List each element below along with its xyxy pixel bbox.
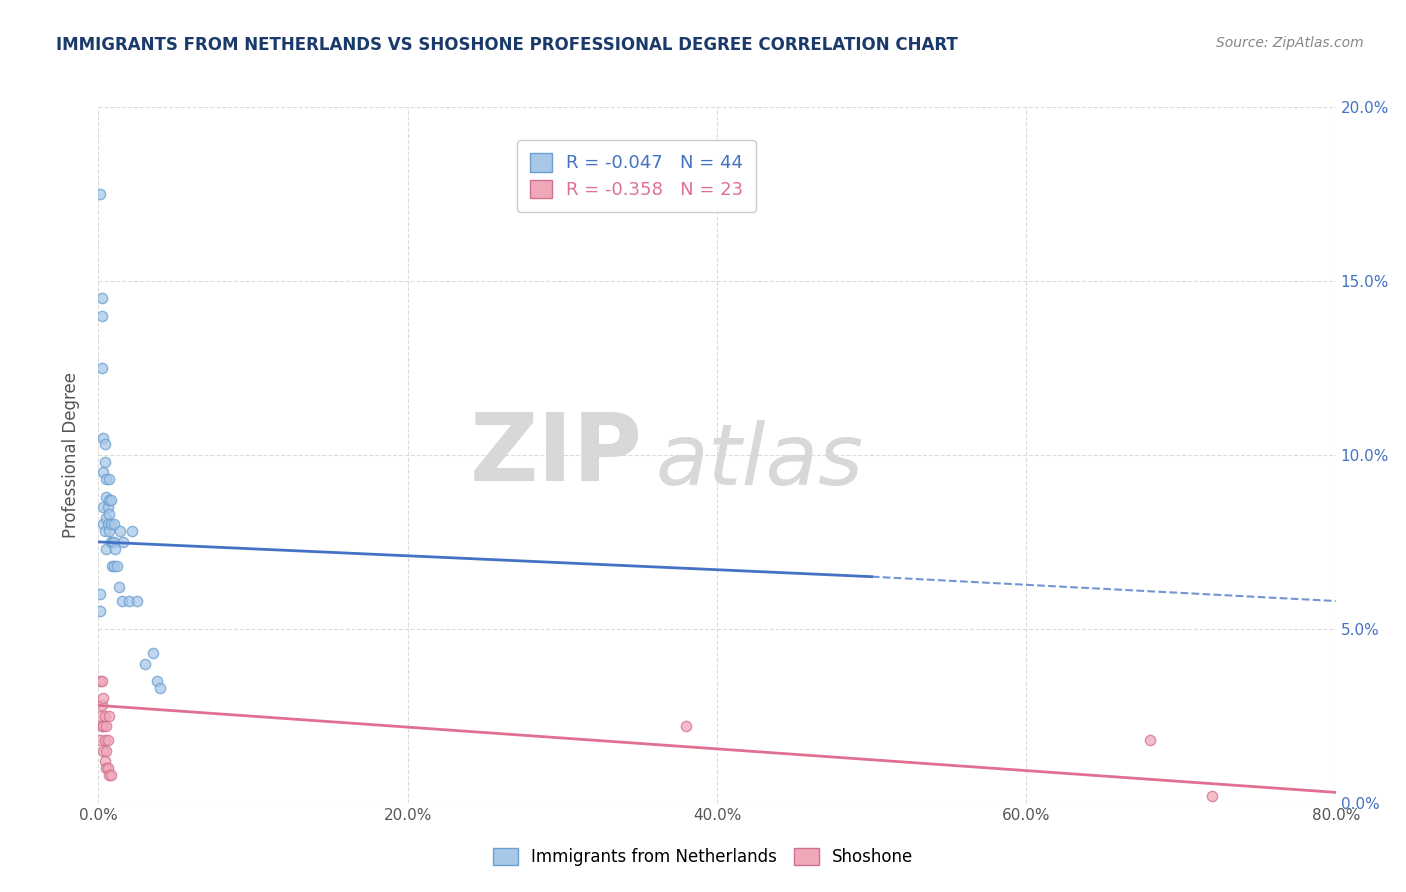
Point xyxy=(107,580,129,594)
Point xyxy=(91,431,114,445)
Point xyxy=(100,534,122,549)
Point xyxy=(149,681,172,695)
Point xyxy=(96,472,118,486)
Point xyxy=(90,674,112,689)
Point xyxy=(93,524,115,539)
Point xyxy=(118,594,141,608)
Point xyxy=(89,733,111,747)
Point xyxy=(101,559,124,574)
Point xyxy=(90,719,112,733)
Point xyxy=(98,472,121,486)
Text: ZIP: ZIP xyxy=(470,409,643,501)
Point xyxy=(89,187,111,202)
Point xyxy=(103,534,125,549)
Point xyxy=(112,534,135,549)
Point xyxy=(127,594,149,608)
Point xyxy=(98,708,121,723)
Point xyxy=(97,517,120,532)
Point xyxy=(142,646,165,660)
Point xyxy=(91,500,114,514)
Point xyxy=(98,493,121,508)
Point xyxy=(97,500,120,514)
Point xyxy=(93,437,115,451)
Point xyxy=(89,708,111,723)
Point xyxy=(103,517,125,532)
Point xyxy=(96,744,118,758)
Point xyxy=(111,594,134,608)
Point xyxy=(96,719,118,733)
Point xyxy=(93,455,115,469)
Point xyxy=(108,524,131,539)
Point xyxy=(146,674,169,689)
Point xyxy=(134,657,156,671)
Legend: R = -0.047   N = 44, R = -0.358   N = 23: R = -0.047 N = 44, R = -0.358 N = 23 xyxy=(517,140,756,211)
Point xyxy=(100,493,122,508)
Text: IMMIGRANTS FROM NETHERLANDS VS SHOSHONE PROFESSIONAL DEGREE CORRELATION CHART: IMMIGRANTS FROM NETHERLANDS VS SHOSHONE … xyxy=(56,36,957,54)
Point xyxy=(675,719,697,733)
Point xyxy=(97,761,120,775)
Point xyxy=(1139,733,1161,747)
Point xyxy=(121,524,143,539)
Text: atlas: atlas xyxy=(655,420,863,503)
Point xyxy=(91,719,114,733)
Text: Source: ZipAtlas.com: Source: ZipAtlas.com xyxy=(1216,36,1364,50)
Point xyxy=(1201,789,1223,803)
Point xyxy=(91,517,114,532)
Point xyxy=(101,534,124,549)
Point xyxy=(96,761,118,775)
Point xyxy=(97,733,120,747)
Legend: Immigrants from Netherlands, Shoshone: Immigrants from Netherlands, Shoshone xyxy=(485,840,921,875)
Point xyxy=(96,510,118,524)
Point xyxy=(91,691,114,706)
Point xyxy=(90,698,112,713)
Point xyxy=(90,309,112,323)
Point xyxy=(104,541,127,556)
Point xyxy=(98,768,121,782)
Point xyxy=(96,490,118,504)
Point xyxy=(89,587,111,601)
Point xyxy=(98,524,121,539)
Point xyxy=(93,708,115,723)
Point xyxy=(103,559,125,574)
Point xyxy=(90,291,112,305)
Point xyxy=(89,674,111,689)
Point xyxy=(100,768,122,782)
Point xyxy=(89,605,111,619)
Point xyxy=(91,466,114,480)
Point xyxy=(93,733,115,747)
Point xyxy=(98,507,121,521)
Point xyxy=(96,541,118,556)
Point xyxy=(100,517,122,532)
Point xyxy=(105,559,128,574)
Point xyxy=(93,754,115,768)
Point xyxy=(91,744,114,758)
Y-axis label: Professional Degree: Professional Degree xyxy=(62,372,80,538)
Point xyxy=(90,360,112,375)
